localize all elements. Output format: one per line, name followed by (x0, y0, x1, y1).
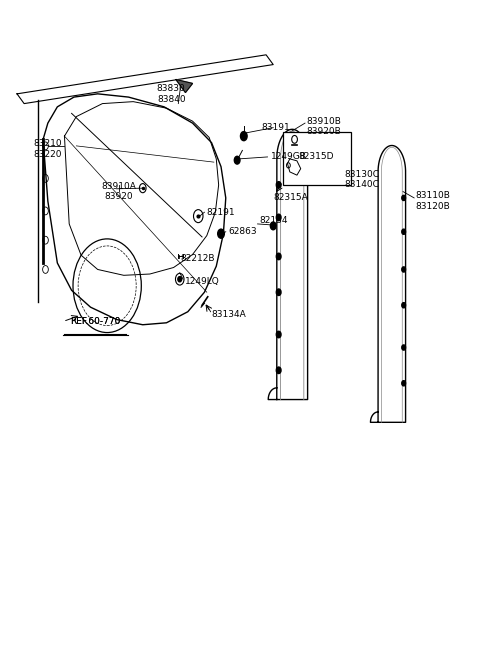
Text: 83130C
83140C: 83130C 83140C (344, 170, 379, 190)
Circle shape (276, 331, 281, 338)
Circle shape (270, 222, 276, 230)
Circle shape (402, 229, 406, 234)
Text: REF.60-770: REF.60-770 (70, 317, 120, 326)
Polygon shape (176, 79, 192, 92)
Circle shape (402, 195, 406, 201)
Circle shape (402, 302, 406, 308)
Text: 83830
83840: 83830 83840 (157, 84, 186, 104)
Text: 1249GB: 1249GB (271, 152, 307, 161)
Text: 83191: 83191 (261, 123, 290, 132)
Circle shape (276, 214, 281, 220)
FancyBboxPatch shape (283, 132, 351, 185)
Text: 83910B
83920B: 83910B 83920B (306, 117, 341, 136)
Text: 83910A
83920: 83910A 83920 (102, 182, 136, 201)
Text: 83134A: 83134A (212, 310, 246, 319)
Circle shape (276, 289, 281, 295)
Text: 83110B
83120B: 83110B 83120B (416, 192, 450, 211)
Text: 83210
83220: 83210 83220 (34, 140, 62, 159)
Text: 82212B: 82212B (180, 254, 215, 263)
Circle shape (276, 253, 281, 260)
Circle shape (218, 229, 224, 238)
Circle shape (234, 156, 240, 164)
Circle shape (178, 277, 181, 282)
Circle shape (276, 182, 281, 188)
Circle shape (402, 380, 406, 386)
Circle shape (276, 367, 281, 373)
Text: 82191: 82191 (207, 208, 235, 216)
Circle shape (402, 345, 406, 350)
Text: 82315D: 82315D (298, 152, 334, 161)
Text: 82315A: 82315A (273, 194, 308, 203)
Text: 62863: 62863 (228, 227, 257, 236)
Circle shape (240, 132, 247, 140)
Text: REF.60-770: REF.60-770 (70, 317, 120, 326)
Text: 1249LQ: 1249LQ (185, 277, 220, 285)
Text: 82134: 82134 (259, 216, 288, 225)
Circle shape (402, 267, 406, 272)
